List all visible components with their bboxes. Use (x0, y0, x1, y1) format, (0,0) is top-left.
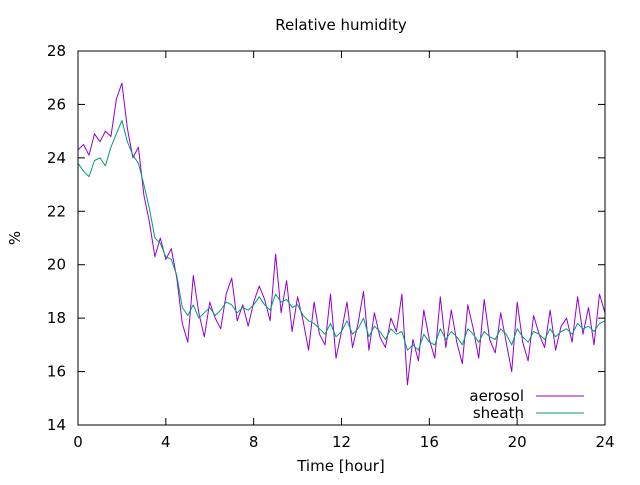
y-tick-label: 14 (47, 416, 66, 434)
x-axis-title: Time [hour] (296, 457, 385, 475)
plot-frame (77, 50, 606, 426)
series-lines (77, 82, 606, 386)
x-tick-label: 24 (595, 433, 614, 451)
axis-ticks: 0 4 8 12 16 20 24 14 16 18 20 22 24 26 28 (47, 42, 615, 451)
y-tick-label: 20 (47, 256, 66, 274)
y-tick-label: 22 (47, 202, 66, 220)
y-tick-label: 18 (47, 309, 66, 327)
y-tick-label: 28 (47, 42, 66, 60)
y-tick-label: 24 (47, 149, 66, 167)
x-tick-label: 8 (249, 433, 259, 451)
x-tick-label: 16 (420, 433, 439, 451)
legend-label-sheath: sheath (473, 404, 524, 422)
x-tick-label: 12 (332, 433, 351, 451)
series-line-sheath (77, 120, 606, 351)
legend-label-aerosol: aerosol (469, 387, 524, 405)
y-tick-label: 16 (47, 363, 66, 381)
x-tick-label: 20 (508, 433, 527, 451)
chart-title: Relative humidity (275, 16, 407, 34)
y-tick-label: 26 (47, 95, 66, 113)
y-axis-title: % (6, 231, 24, 245)
x-tick-label: 0 (73, 433, 83, 451)
x-tick-label: 4 (161, 433, 171, 451)
